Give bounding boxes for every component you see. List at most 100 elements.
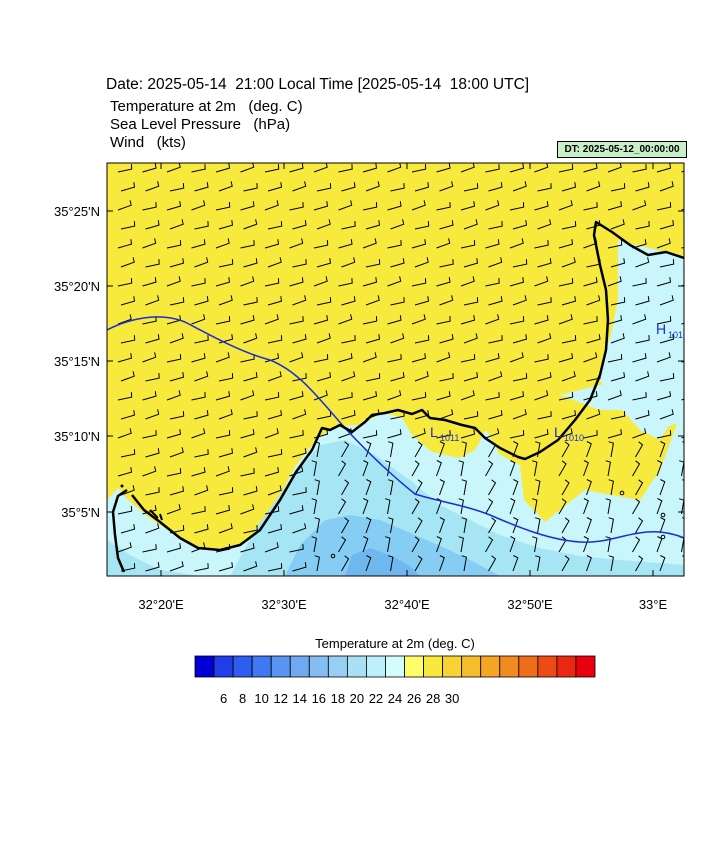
- wind-barb: [341, 182, 356, 192]
- wind-barb: [390, 297, 405, 306]
- wind-barb: [610, 297, 626, 306]
- wind-barb: [191, 428, 206, 439]
- wind-barb: [635, 221, 650, 230]
- wind-barb: [436, 391, 451, 401]
- wind-barb: [191, 239, 206, 249]
- wind-barb: [120, 449, 136, 458]
- colorbar-label: 30: [445, 691, 459, 706]
- wind-barb: [218, 220, 234, 230]
- wind-barb: [460, 354, 476, 363]
- wind-barb: [387, 354, 402, 363]
- wind-barb: [586, 479, 592, 496]
- wind-barb: [316, 372, 332, 382]
- wind-barb: [341, 221, 356, 230]
- wind-barb: [608, 555, 614, 572]
- wind-barb: [120, 371, 135, 382]
- colorbar-swatch: [385, 655, 405, 678]
- colorbar-swatch: [556, 655, 577, 678]
- wind-barb: [365, 441, 372, 458]
- colorbar-label: 26: [407, 691, 421, 706]
- wind-barb: [685, 219, 698, 229]
- wind-barb: [436, 238, 451, 249]
- wind-barb: [463, 333, 478, 344]
- wind-barb: [534, 163, 549, 173]
- pressure-high-101: H 101: [656, 321, 683, 340]
- colorbar-swatch: [366, 655, 386, 678]
- wind-barb: [215, 352, 230, 363]
- wind-barb: [632, 353, 647, 363]
- wind-barb: [240, 354, 255, 363]
- wind-barb: [411, 200, 426, 211]
- colorbar-swatch: [213, 655, 234, 678]
- wind-barb: [411, 278, 427, 287]
- wind-barb: [314, 479, 320, 496]
- lon-label: 32°40'E: [384, 597, 430, 612]
- wind-barb: [387, 240, 402, 249]
- wind-barb: [169, 333, 184, 344]
- wind-barb: [608, 441, 614, 458]
- pressure-low-1011: L 1011: [430, 424, 459, 443]
- wind-barb: [485, 428, 500, 439]
- wind-barb: [341, 410, 356, 420]
- wind-barb: [215, 505, 231, 515]
- wind-barb: [605, 498, 611, 515]
- wind-barb: [488, 479, 497, 496]
- wind-barb: [659, 479, 666, 496]
- colorbar-label: 6: [220, 691, 227, 706]
- wind-barb: [120, 221, 136, 230]
- wind-barb: [534, 354, 549, 363]
- wind-barb: [240, 429, 255, 439]
- wind-barb: [411, 498, 420, 515]
- wind-barb: [388, 479, 394, 496]
- wind-barb: [561, 221, 577, 230]
- colorbar-label: 28: [426, 691, 440, 706]
- wind-barb: [166, 201, 182, 211]
- wind-barb: [461, 441, 467, 458]
- wind-barb: [608, 479, 614, 496]
- station-marker: [660, 512, 666, 518]
- wind-barb: [243, 333, 258, 344]
- wind-barb: [191, 200, 206, 211]
- wind-barb: [463, 372, 479, 382]
- wind-barb: [632, 392, 647, 401]
- colorbar-label: 20: [350, 691, 364, 706]
- wind-barb: [267, 371, 282, 382]
- colorbar-label: 10: [254, 691, 268, 706]
- coastline-main: [111, 220, 684, 573]
- wind-barb: [191, 164, 206, 173]
- wind-barb: [117, 467, 133, 477]
- wind-barb: [414, 335, 430, 344]
- colorbar-swatch: [194, 655, 215, 678]
- wind-barb: [264, 506, 280, 515]
- wind-barb: [243, 525, 258, 534]
- wind-barb: [117, 506, 133, 515]
- station-marker: [330, 553, 336, 559]
- wind-barb: [243, 372, 258, 382]
- wind-barb: [289, 505, 304, 515]
- wind-barb: [414, 257, 429, 268]
- wind-barb: [460, 390, 475, 401]
- wind-barb: [387, 315, 402, 325]
- wind-barb: [338, 392, 353, 401]
- wind-barb: [656, 202, 672, 211]
- islet-dot: [120, 484, 124, 488]
- wind-barb: [558, 428, 573, 439]
- wind-barb: [338, 353, 353, 363]
- wind-barb: [194, 257, 209, 268]
- wind-barb: [635, 555, 644, 572]
- wind-barb: [558, 278, 574, 287]
- wind-barb: [608, 517, 614, 534]
- wind-barb: [218, 373, 234, 382]
- wind-barb: [632, 536, 641, 553]
- wind-barb: [586, 181, 601, 192]
- wind-barb: [512, 517, 519, 534]
- wind-barb: [313, 201, 329, 211]
- wind-barb: [439, 259, 454, 268]
- wind-barb: [341, 517, 350, 534]
- wind-barb: [635, 517, 644, 534]
- wind-barb: [558, 460, 567, 477]
- wind-barb: [191, 467, 206, 477]
- wind-barb: [439, 441, 445, 458]
- wind-barb: [145, 448, 160, 458]
- wind-barb: [436, 277, 451, 287]
